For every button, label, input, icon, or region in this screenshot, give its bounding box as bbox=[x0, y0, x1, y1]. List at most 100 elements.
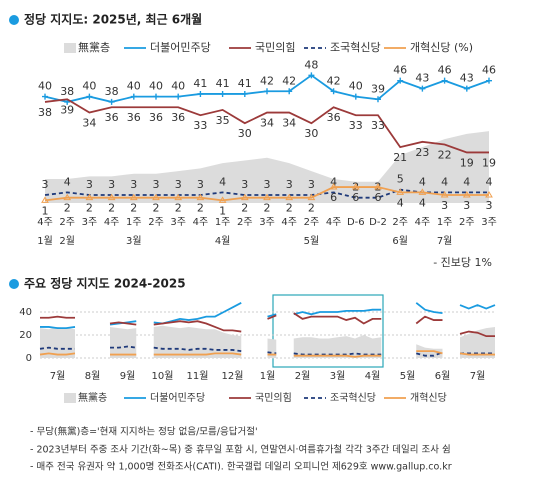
data-label: 33 bbox=[193, 119, 207, 132]
x-tick-label: 1주 bbox=[126, 217, 142, 228]
x-tick-label: 4주 bbox=[104, 217, 120, 228]
chart-title: 정당 지지도: 2025년, 최근 6개월 bbox=[24, 12, 202, 27]
line bbox=[40, 302, 496, 329]
marker bbox=[286, 88, 293, 95]
data-label: 38 bbox=[38, 106, 52, 119]
marker bbox=[463, 85, 470, 92]
legend-label: 더불어민주당 bbox=[150, 392, 205, 404]
marker bbox=[130, 93, 137, 100]
note: - 진보당 1% bbox=[433, 256, 492, 269]
data-label: 4 bbox=[219, 175, 226, 188]
marker bbox=[419, 85, 426, 92]
data-label: 6 bbox=[330, 191, 337, 204]
marker bbox=[418, 188, 427, 195]
data-label: 33 bbox=[371, 119, 385, 132]
data-label: 4 bbox=[330, 175, 337, 188]
x-tick-label: 1월 bbox=[260, 370, 276, 382]
marker bbox=[41, 196, 49, 203]
data-label: 40 bbox=[38, 80, 52, 93]
data-label: 2 bbox=[108, 202, 115, 215]
x-tick-label: 4월 bbox=[365, 370, 381, 382]
data-label: 46 bbox=[393, 64, 407, 77]
marker bbox=[263, 193, 271, 201]
data-label: 3 bbox=[175, 178, 182, 191]
data-label: 2 bbox=[241, 202, 248, 215]
data-label: 41 bbox=[238, 77, 252, 90]
x-tick-label: 1주 bbox=[215, 217, 231, 228]
legend-label: 無黨층 bbox=[78, 391, 107, 404]
x-tick-label: 2주 bbox=[304, 217, 320, 228]
x-tick-label: 4주 bbox=[415, 217, 431, 228]
data-label: 2 bbox=[130, 202, 137, 215]
data-label: 2 bbox=[308, 202, 315, 215]
x-tick-label: 2월 bbox=[295, 370, 311, 382]
data-label: 3 bbox=[197, 178, 204, 191]
x-tick-label: 8월 bbox=[85, 370, 101, 382]
y-tick-label: 0 bbox=[26, 353, 32, 364]
marker bbox=[486, 77, 492, 84]
data-label: 5 bbox=[397, 173, 404, 186]
data-label: 1 bbox=[42, 204, 49, 217]
x-tick-label: 4주 bbox=[37, 217, 53, 228]
x-tick-label: D-6 bbox=[347, 217, 365, 228]
marker bbox=[240, 193, 249, 201]
data-label: 2 bbox=[64, 202, 71, 215]
x-tick-label: 7월 bbox=[470, 370, 486, 382]
data-label: 36 bbox=[127, 111, 141, 124]
data-label: 4 bbox=[397, 196, 404, 209]
data-label: 23 bbox=[415, 146, 429, 159]
data-label: 3 bbox=[108, 178, 115, 191]
marker bbox=[308, 72, 315, 79]
marker bbox=[330, 88, 337, 95]
data-label: 36 bbox=[327, 111, 341, 124]
area bbox=[40, 325, 495, 358]
data-label: 3 bbox=[130, 178, 137, 191]
x-tick-label: 1주 bbox=[437, 217, 453, 228]
line bbox=[39, 350, 495, 358]
data-label: 3 bbox=[486, 199, 493, 212]
legend-label: 개혁신당 bbox=[410, 392, 447, 404]
data-label: 3 bbox=[42, 178, 49, 191]
data-label: 3 bbox=[286, 178, 293, 191]
line bbox=[40, 312, 495, 338]
data-label: 2 bbox=[264, 202, 271, 215]
marker bbox=[219, 90, 226, 97]
title-bullet bbox=[9, 15, 19, 25]
x-tick-label: 4주 bbox=[326, 217, 342, 228]
marker bbox=[485, 191, 493, 198]
data-label: 40 bbox=[127, 80, 141, 93]
data-label: 3 bbox=[153, 178, 160, 191]
data-label: 46 bbox=[438, 64, 452, 77]
x-tick-label: 10월 bbox=[152, 370, 174, 382]
footnote: - 2023년부터 주중 조사 기간(화~목) 중 휴무일 포함 시, 연말연시… bbox=[30, 444, 451, 456]
data-label: 2 bbox=[153, 202, 160, 215]
x-tick-label: 2주 bbox=[237, 217, 253, 228]
data-label: 1 bbox=[219, 204, 226, 217]
marker bbox=[108, 98, 115, 105]
marker bbox=[352, 93, 359, 100]
x-tick-label: 11월 bbox=[187, 370, 209, 382]
data-label: 38 bbox=[60, 85, 74, 98]
data-label: 36 bbox=[171, 111, 185, 124]
data-label: 19 bbox=[460, 156, 474, 169]
marker bbox=[196, 193, 205, 201]
marker bbox=[129, 193, 138, 201]
data-label: 42 bbox=[282, 74, 296, 87]
data-label: 6 bbox=[375, 191, 382, 204]
data-label: 4 bbox=[463, 175, 470, 188]
marker bbox=[197, 90, 204, 97]
marker bbox=[440, 191, 449, 198]
marker bbox=[174, 193, 183, 201]
x-tick-label: 2월 bbox=[59, 235, 75, 247]
data-label: 41 bbox=[216, 77, 230, 90]
y-tick-label: 20 bbox=[19, 330, 32, 341]
marker bbox=[329, 183, 338, 190]
x-tick-label: 3주 bbox=[82, 217, 98, 228]
x-tick-label: 4주 bbox=[281, 217, 297, 228]
marker bbox=[86, 93, 93, 100]
highlight-box bbox=[272, 294, 384, 368]
data-label: 42 bbox=[327, 74, 341, 87]
data-label: 6 bbox=[352, 191, 359, 204]
data-label: 4 bbox=[419, 196, 426, 209]
